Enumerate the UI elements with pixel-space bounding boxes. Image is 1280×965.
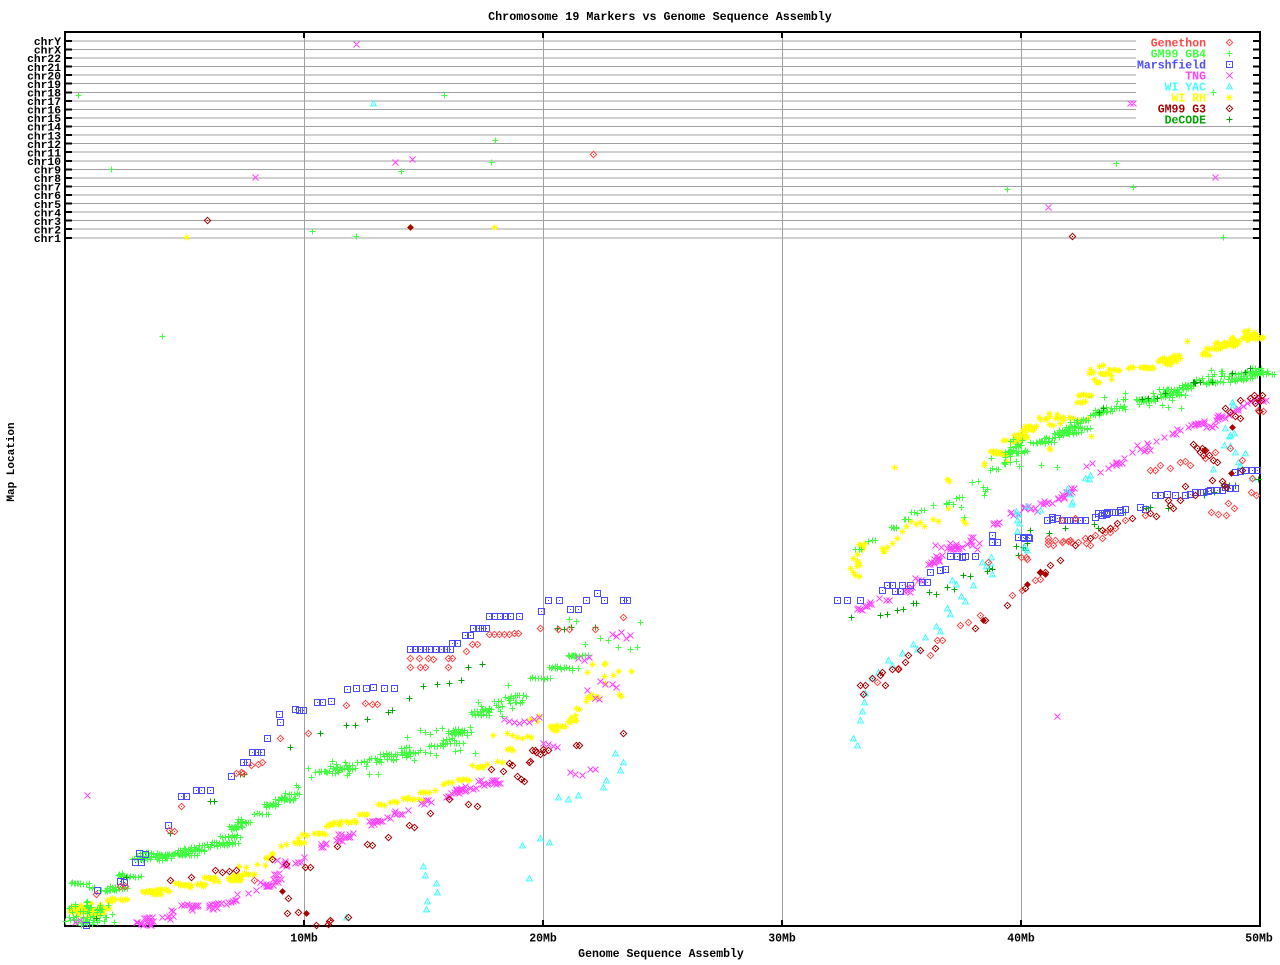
svg-text:50Mb: 50Mb bbox=[1245, 933, 1273, 946]
svg-text:chrY: chrY bbox=[34, 37, 61, 49]
svg-text:chr12: chr12 bbox=[27, 140, 61, 152]
svg-text:40Mb: 40Mb bbox=[1007, 933, 1035, 946]
svg-text:chr6: chr6 bbox=[34, 191, 61, 203]
svg-text:Genethon: Genethon bbox=[1151, 37, 1206, 50]
svg-text:chr7: chr7 bbox=[34, 183, 61, 195]
svg-text:chr18: chr18 bbox=[27, 89, 61, 101]
svg-text:chr8: chr8 bbox=[34, 174, 61, 186]
svg-text:chr15: chr15 bbox=[27, 114, 61, 126]
svg-text:10Mb: 10Mb bbox=[290, 933, 318, 946]
svg-text:chr20: chr20 bbox=[27, 71, 61, 83]
svg-text:Marshfield: Marshfield bbox=[1137, 59, 1206, 72]
svg-text:30Mb: 30Mb bbox=[768, 933, 796, 946]
svg-text:chr22: chr22 bbox=[27, 54, 61, 66]
svg-text:chr3: chr3 bbox=[34, 217, 61, 229]
svg-text:GM99 G3: GM99 G3 bbox=[1158, 103, 1206, 116]
svg-text:Map Location: Map Location bbox=[6, 422, 18, 501]
svg-text:chr11: chr11 bbox=[27, 148, 61, 160]
svg-text:chrX: chrX bbox=[34, 46, 61, 58]
svg-text:Chromosome 19 Markers vs Genom: Chromosome 19 Markers vs Genome Sequence… bbox=[488, 10, 832, 24]
svg-text:chr1: chr1 bbox=[34, 234, 61, 246]
svg-text:GM99 GB4: GM99 GB4 bbox=[1151, 48, 1206, 61]
svg-text:chr19: chr19 bbox=[27, 80, 61, 92]
svg-text:WI RH: WI RH bbox=[1171, 92, 1206, 105]
svg-text:Genome Sequence Assembly: Genome Sequence Assembly bbox=[578, 948, 744, 960]
svg-text:chr9: chr9 bbox=[34, 166, 61, 178]
svg-text:chr2: chr2 bbox=[34, 225, 61, 237]
svg-text:chr14: chr14 bbox=[27, 123, 61, 135]
svg-text:chr17: chr17 bbox=[27, 97, 61, 109]
svg-text:chr10: chr10 bbox=[27, 157, 61, 169]
svg-text:WI YAC: WI YAC bbox=[1165, 81, 1207, 94]
svg-text:TNG: TNG bbox=[1185, 70, 1206, 83]
svg-text:chr21: chr21 bbox=[27, 63, 61, 75]
svg-text:chr4: chr4 bbox=[34, 208, 61, 220]
svg-text:chr13: chr13 bbox=[27, 131, 61, 143]
svg-text:chr5: chr5 bbox=[34, 200, 61, 212]
svg-text:chr16: chr16 bbox=[27, 106, 61, 118]
svg-text:20Mb: 20Mb bbox=[529, 933, 557, 946]
svg-text:DeCODE: DeCODE bbox=[1165, 114, 1207, 127]
